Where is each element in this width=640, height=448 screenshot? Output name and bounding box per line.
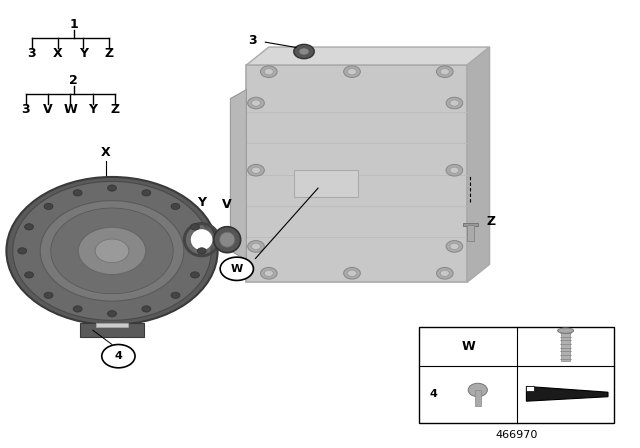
Circle shape <box>248 241 264 252</box>
Text: X: X <box>100 146 111 159</box>
Text: 3: 3 <box>248 34 257 47</box>
Circle shape <box>299 48 309 55</box>
Circle shape <box>450 243 459 250</box>
Circle shape <box>260 267 277 279</box>
Text: W: W <box>63 103 77 116</box>
Ellipse shape <box>557 328 573 333</box>
Circle shape <box>436 267 453 279</box>
Text: Z: Z <box>486 215 495 228</box>
Circle shape <box>73 306 82 312</box>
Polygon shape <box>230 90 246 260</box>
Circle shape <box>248 97 264 109</box>
Text: Y: Y <box>197 196 206 209</box>
Polygon shape <box>526 386 534 391</box>
Circle shape <box>44 292 53 298</box>
Text: 4: 4 <box>429 389 437 400</box>
Circle shape <box>78 227 146 275</box>
Circle shape <box>446 241 463 252</box>
Text: Z: Z <box>104 47 113 60</box>
Text: Z: Z <box>111 103 120 116</box>
Circle shape <box>6 177 218 325</box>
Ellipse shape <box>220 232 235 247</box>
Text: V: V <box>43 103 53 116</box>
Circle shape <box>440 270 449 276</box>
Circle shape <box>252 167 260 173</box>
Text: Y: Y <box>88 103 97 116</box>
Circle shape <box>468 383 488 397</box>
Circle shape <box>446 97 463 109</box>
Circle shape <box>252 243 260 250</box>
Bar <box>294 170 358 197</box>
Ellipse shape <box>214 227 241 253</box>
Polygon shape <box>246 47 490 65</box>
Circle shape <box>260 66 277 78</box>
Circle shape <box>191 272 200 278</box>
Circle shape <box>344 66 360 78</box>
Ellipse shape <box>190 228 213 251</box>
Circle shape <box>220 257 253 280</box>
Circle shape <box>51 208 173 294</box>
Circle shape <box>108 310 116 317</box>
Circle shape <box>44 203 53 210</box>
Bar <box>561 331 570 361</box>
Circle shape <box>446 164 463 176</box>
Circle shape <box>252 100 260 106</box>
Circle shape <box>24 224 33 230</box>
Circle shape <box>450 167 459 173</box>
Circle shape <box>450 100 459 106</box>
Text: X: X <box>52 47 63 60</box>
Text: 4: 4 <box>115 351 122 361</box>
Circle shape <box>440 69 449 75</box>
Text: 2: 2 <box>69 74 78 87</box>
Polygon shape <box>246 65 467 282</box>
Circle shape <box>197 248 206 254</box>
Circle shape <box>171 292 180 298</box>
Text: W: W <box>230 264 243 274</box>
Text: 3: 3 <box>28 47 36 60</box>
Text: 3: 3 <box>21 103 30 116</box>
Bar <box>96 323 128 327</box>
Circle shape <box>95 239 129 263</box>
Circle shape <box>13 181 211 320</box>
Text: 466970: 466970 <box>495 430 538 439</box>
Circle shape <box>142 190 151 196</box>
Polygon shape <box>80 323 144 337</box>
Polygon shape <box>526 386 608 401</box>
Bar <box>419 327 614 423</box>
Circle shape <box>191 224 200 230</box>
Circle shape <box>73 190 82 196</box>
Text: V: V <box>222 198 232 211</box>
Circle shape <box>348 270 356 276</box>
Circle shape <box>102 345 135 368</box>
Polygon shape <box>467 47 490 282</box>
Circle shape <box>348 69 356 75</box>
Bar <box>467 225 474 241</box>
Circle shape <box>264 69 273 75</box>
Circle shape <box>264 270 273 276</box>
Bar <box>475 390 481 406</box>
Text: 1: 1 <box>69 18 78 31</box>
Text: W: W <box>461 340 475 353</box>
Circle shape <box>40 201 184 301</box>
Circle shape <box>142 306 151 312</box>
Circle shape <box>248 164 264 176</box>
Circle shape <box>294 44 314 59</box>
Bar <box>463 223 478 226</box>
Circle shape <box>171 203 180 210</box>
Circle shape <box>18 248 27 254</box>
Circle shape <box>436 66 453 78</box>
Circle shape <box>344 267 360 279</box>
Text: Y: Y <box>79 47 88 60</box>
Circle shape <box>24 272 33 278</box>
Circle shape <box>108 185 116 191</box>
